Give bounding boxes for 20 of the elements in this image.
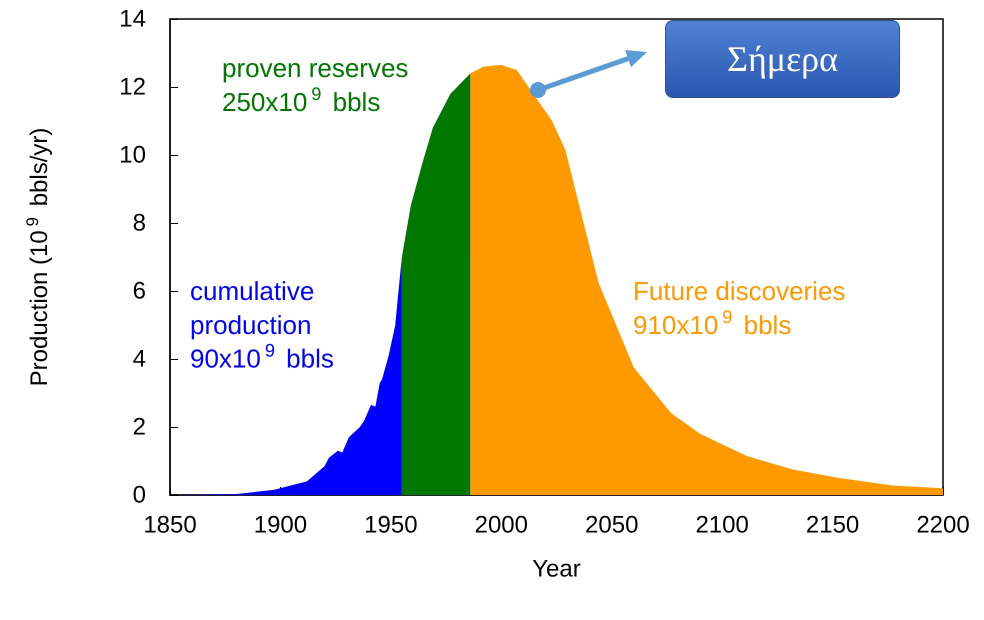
callout-box: Σήμερα xyxy=(665,20,900,98)
x-tick-label: 2050 xyxy=(585,512,638,538)
x-tick-label: 1900 xyxy=(254,512,308,538)
x-tick-label: 2100 xyxy=(695,512,749,538)
y-tick-label: 0 xyxy=(132,482,146,508)
y-tick-label: 14 xyxy=(119,6,146,32)
y-tick-label: 6 xyxy=(132,278,146,304)
y-tick-label: 10 xyxy=(119,142,146,168)
x-tick-label: 1850 xyxy=(143,512,197,538)
y-tick-label: 8 xyxy=(132,210,146,236)
x-tick-label: 1950 xyxy=(364,512,418,538)
x-tick-label: 2000 xyxy=(474,512,528,538)
y-axis-title: Production (109 bbls/yr) xyxy=(22,128,53,386)
y-tick-label: 12 xyxy=(119,74,146,100)
x-tick-label: 2150 xyxy=(806,512,860,538)
annotation: Σήμερα xyxy=(726,38,838,80)
y-tick-label: 2 xyxy=(132,414,146,440)
y-tick-label: 4 xyxy=(132,346,146,372)
x-tick-label: 2200 xyxy=(916,512,970,538)
x-axis-title: Year xyxy=(532,556,581,582)
